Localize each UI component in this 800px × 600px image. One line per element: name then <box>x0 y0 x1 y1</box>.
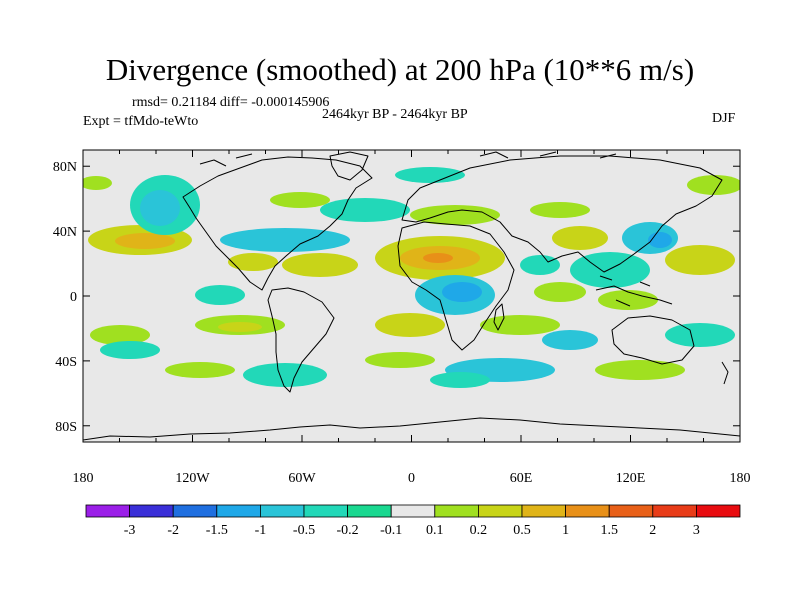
divergence-field <box>83 167 740 388</box>
colorbar-swatch <box>259 504 305 518</box>
australia-coast <box>611 315 695 365</box>
colorbar-swatch <box>565 504 610 518</box>
field-positive <box>480 315 560 335</box>
field-negative <box>442 282 482 302</box>
colorbar-label: -1.5 <box>206 523 228 538</box>
field-positive <box>687 175 740 195</box>
field-positive <box>534 282 586 302</box>
field-negative <box>100 341 160 359</box>
lon-tick-label: 120W <box>175 471 210 486</box>
field-positive <box>595 360 685 380</box>
field-negative <box>542 330 598 350</box>
colorbar-label: 0.2 <box>470 523 488 538</box>
coastlines <box>83 151 740 441</box>
field-positive <box>365 352 435 368</box>
lat-tick-label: 40S <box>55 355 77 370</box>
colorbar-swatch <box>390 504 436 518</box>
field-positive <box>90 325 150 345</box>
field-negative <box>665 323 735 347</box>
africa-coast <box>397 221 515 351</box>
field-positive <box>218 322 262 332</box>
colorbar-swatch <box>521 504 566 518</box>
colorbar-label: -3 <box>124 523 136 538</box>
colorbar-swatch <box>477 504 523 518</box>
field-negative <box>395 167 465 183</box>
field-positive <box>530 202 590 218</box>
field-positive <box>598 290 658 310</box>
field-positive <box>552 226 608 250</box>
greenland-coast <box>329 151 369 181</box>
lon-tick-label: 180 <box>73 471 94 486</box>
field-negative <box>140 190 180 226</box>
colorbar-label: 3 <box>693 523 700 538</box>
antarctica-coast <box>83 417 740 441</box>
colorbar-label: -0.5 <box>293 523 315 538</box>
madagascar-coast <box>493 303 505 331</box>
eurasia-coast <box>401 155 723 273</box>
colorbar-label: 2 <box>649 523 656 538</box>
colorbar-swatch <box>303 504 348 518</box>
colorbar-swatch <box>216 504 261 518</box>
field-negative <box>430 372 490 388</box>
colorbar-label: -2 <box>167 523 179 538</box>
lat-tick-label: 40N <box>53 225 77 240</box>
period-label: 2464kyr BP - 2464kyr BP <box>322 107 468 122</box>
colorbar-swatch <box>85 504 130 518</box>
field-positive <box>165 362 235 378</box>
field-positive <box>228 253 278 271</box>
south-america-coast <box>267 287 335 393</box>
field-negative <box>570 252 650 288</box>
colorbar-swatch <box>347 504 392 518</box>
lat-tick-label: 80S <box>55 420 77 435</box>
field-positive <box>410 205 500 225</box>
lat-tick-label: 80N <box>53 160 77 175</box>
colorbar-label: -0.2 <box>337 523 359 538</box>
colorbar-swatch <box>434 504 479 518</box>
season-label: DJF <box>712 111 736 126</box>
lat-tick-label: 0 <box>70 290 77 305</box>
lon-tick-label: 120E <box>616 471 646 486</box>
field-negative <box>320 198 410 222</box>
lon-tick-label: 60E <box>510 471 533 486</box>
colorbar-label: -0.1 <box>380 523 402 538</box>
colorbar-label: 1.5 <box>600 523 618 538</box>
experiment-label: Expt = tfMdo-teWto <box>83 114 199 129</box>
lon-tick-label: 180 <box>730 471 751 486</box>
colorbar-label: 1 <box>562 523 569 538</box>
field-negative <box>220 228 350 252</box>
field-positive <box>423 253 453 263</box>
field-negative <box>520 255 560 275</box>
field-positive <box>115 233 175 249</box>
field-positive <box>375 313 445 337</box>
colorbar-label: 0.1 <box>426 523 444 538</box>
colorbar-label: 0.5 <box>513 523 531 538</box>
arctic-islands-coast <box>199 151 617 167</box>
lon-tick-label: 60W <box>288 471 316 486</box>
colorbar-swatch <box>172 504 218 518</box>
lon-tick-label: 0 <box>408 471 415 486</box>
stats-text: rmsd= 0.21184 diff= -0.000145906 <box>132 95 330 110</box>
field-negative <box>195 285 245 305</box>
field-positive <box>665 245 735 275</box>
colorbar-swatch <box>696 504 741 518</box>
field-positive <box>83 176 112 190</box>
axis-ticks: 80N 40N 0 40S 80S 180 120W 60W 0 60E 120E 180 <box>53 150 751 486</box>
figure-title: Divergence (smoothed) at 200 hPa (10**6 … <box>105 52 695 87</box>
new-zealand-coast <box>721 361 729 385</box>
colorbar-swatch <box>652 504 697 518</box>
north-america-coast <box>182 156 373 291</box>
maritime-continent-coast <box>595 275 673 307</box>
field-negative <box>243 363 327 387</box>
colorbar: -3 -2 -1.5 -1 -0.5 -0.2 -0.1 0.1 0.2 0.5 1 1.5 2 3 <box>85 504 741 538</box>
field-positive <box>270 192 330 208</box>
field-positive <box>282 253 358 277</box>
colorbar-swatch <box>129 504 174 518</box>
colorbar-swatch <box>608 504 654 518</box>
colorbar-label: -1 <box>255 523 267 538</box>
